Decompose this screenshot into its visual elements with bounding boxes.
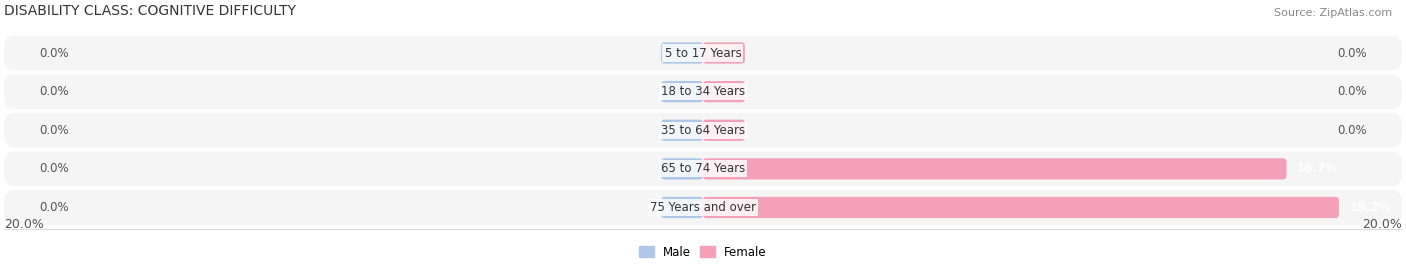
FancyBboxPatch shape <box>4 74 1402 109</box>
FancyBboxPatch shape <box>703 197 1339 218</box>
Text: 18 to 34 Years: 18 to 34 Years <box>661 85 745 98</box>
FancyBboxPatch shape <box>703 158 1286 180</box>
FancyBboxPatch shape <box>4 36 1402 70</box>
Text: 0.0%: 0.0% <box>1337 85 1367 98</box>
FancyBboxPatch shape <box>661 120 703 141</box>
FancyBboxPatch shape <box>661 197 703 218</box>
Text: 0.0%: 0.0% <box>39 85 69 98</box>
Text: 18.2%: 18.2% <box>1350 201 1391 214</box>
Text: 0.0%: 0.0% <box>1337 124 1367 137</box>
FancyBboxPatch shape <box>703 120 745 141</box>
Legend: Male, Female: Male, Female <box>634 241 772 263</box>
FancyBboxPatch shape <box>661 158 703 180</box>
FancyBboxPatch shape <box>4 113 1402 148</box>
Text: 0.0%: 0.0% <box>39 162 69 175</box>
Text: 20.0%: 20.0% <box>1362 218 1402 232</box>
Text: 35 to 64 Years: 35 to 64 Years <box>661 124 745 137</box>
Text: 20.0%: 20.0% <box>4 218 44 232</box>
FancyBboxPatch shape <box>661 81 703 102</box>
Text: 0.0%: 0.0% <box>39 47 69 59</box>
FancyBboxPatch shape <box>703 81 745 102</box>
Text: 0.0%: 0.0% <box>1337 47 1367 59</box>
Text: Source: ZipAtlas.com: Source: ZipAtlas.com <box>1274 8 1392 18</box>
Text: 65 to 74 Years: 65 to 74 Years <box>661 162 745 175</box>
Text: 0.0%: 0.0% <box>39 124 69 137</box>
Text: 16.7%: 16.7% <box>1296 162 1339 175</box>
FancyBboxPatch shape <box>661 42 703 64</box>
Text: 5 to 17 Years: 5 to 17 Years <box>665 47 741 59</box>
FancyBboxPatch shape <box>703 42 745 64</box>
FancyBboxPatch shape <box>4 151 1402 186</box>
Text: 0.0%: 0.0% <box>39 201 69 214</box>
Text: DISABILITY CLASS: COGNITIVE DIFFICULTY: DISABILITY CLASS: COGNITIVE DIFFICULTY <box>4 4 297 18</box>
Text: 75 Years and over: 75 Years and over <box>650 201 756 214</box>
FancyBboxPatch shape <box>4 190 1402 225</box>
